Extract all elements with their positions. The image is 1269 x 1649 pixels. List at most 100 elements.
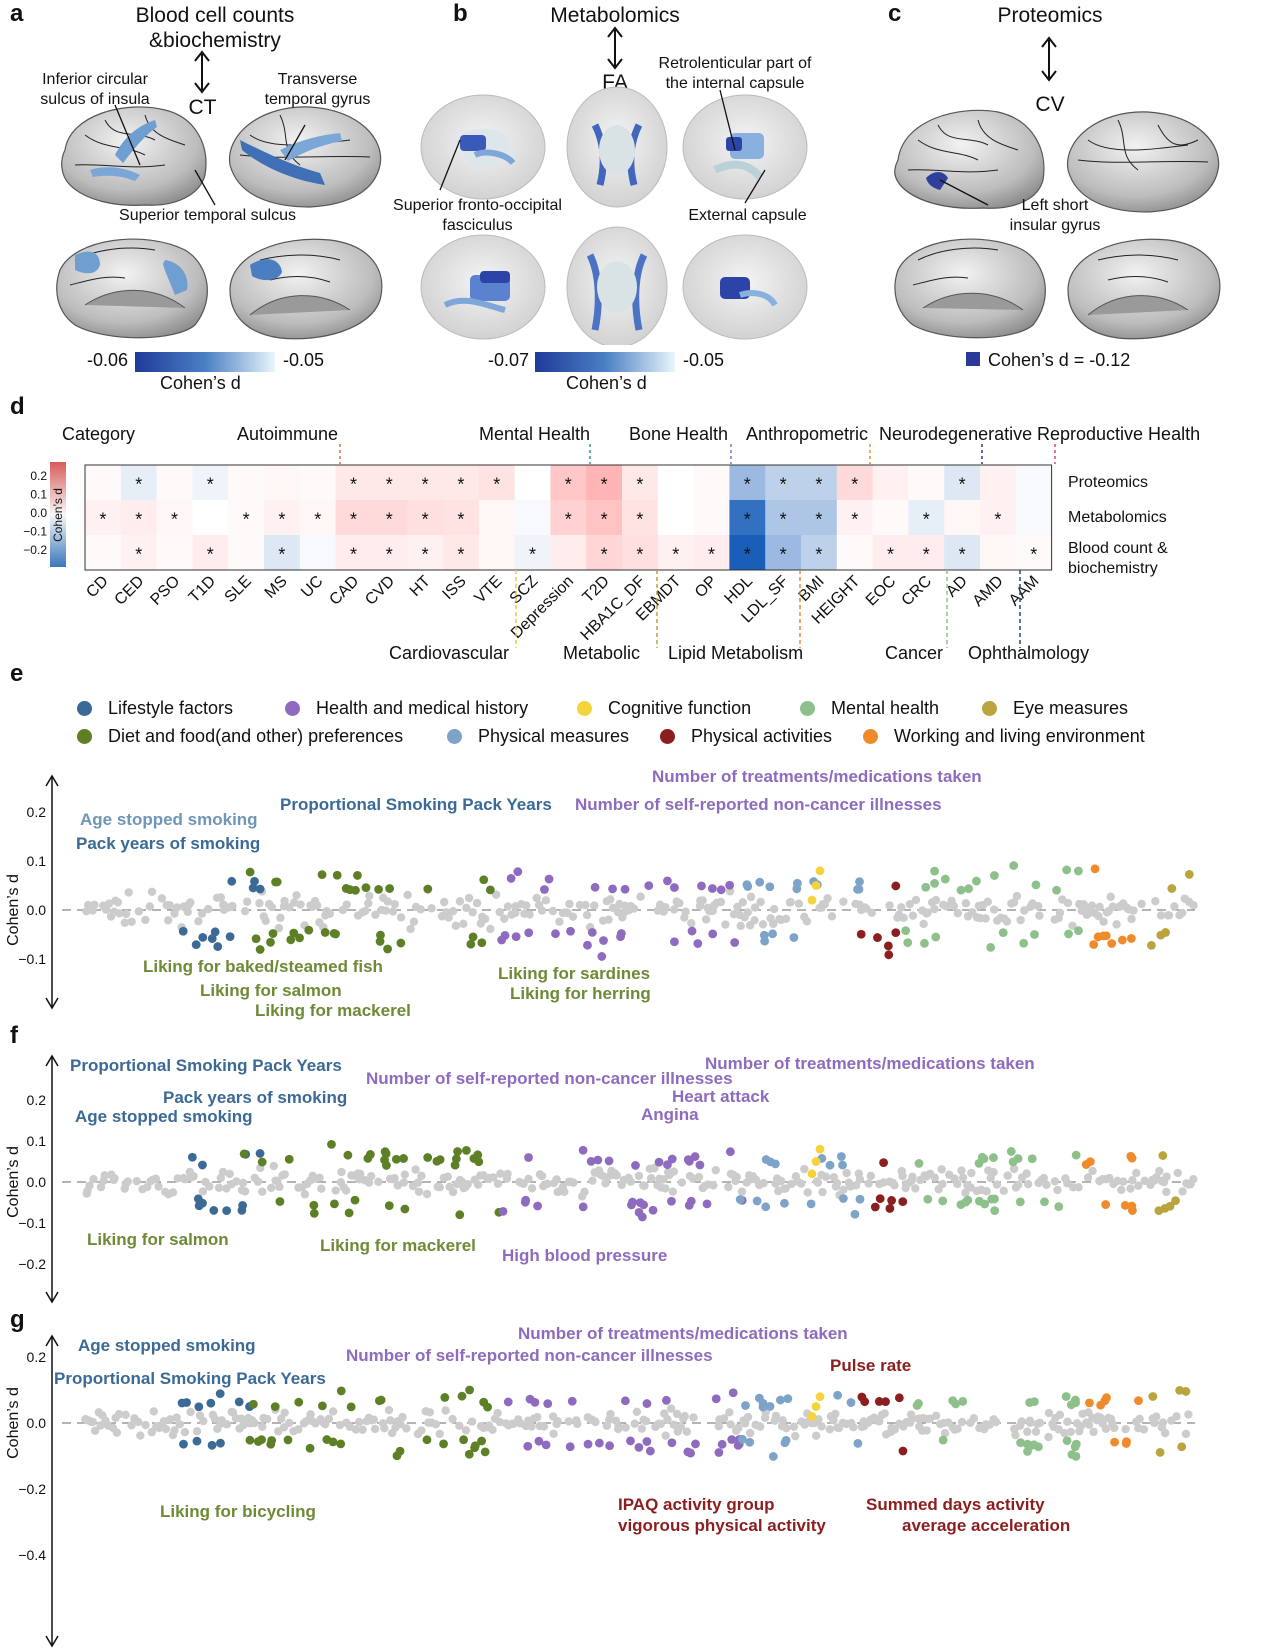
legend-label: Cognitive function <box>608 698 752 718</box>
heatmap-sig-star: * <box>278 510 285 530</box>
scatter-point <box>634 1442 644 1452</box>
scatter-point <box>511 932 521 942</box>
scatter-point <box>423 1153 433 1162</box>
tract-sagittal-bottom-right <box>682 234 808 340</box>
scatter-point <box>537 1171 547 1181</box>
legend-dot-icon <box>577 701 592 716</box>
scatter-point <box>503 1397 513 1407</box>
scatter-point <box>855 1194 865 1204</box>
scatter-point <box>406 924 415 934</box>
heatmap-cell <box>657 500 694 536</box>
scatter-point <box>1071 1150 1081 1160</box>
scatter-point <box>493 1179 503 1188</box>
scatter-point <box>375 937 385 946</box>
heatmap-cell <box>192 535 229 571</box>
scatter-point <box>914 1399 923 1408</box>
panel-letter-f: f <box>10 1022 18 1049</box>
scatter-point <box>440 1393 450 1402</box>
scatter-point <box>386 1416 395 1425</box>
heatmap-cell <box>156 535 193 571</box>
scatter-point <box>964 884 974 894</box>
heatmap-sig-star: * <box>135 545 142 565</box>
scatter-point <box>1095 902 1104 911</box>
scatter-point <box>497 935 507 945</box>
heatmap-col-label: T1D <box>186 573 219 606</box>
scatter-point <box>891 881 901 891</box>
scatter-point <box>178 926 188 936</box>
scatter-point <box>1147 941 1156 950</box>
scatter-point <box>477 938 487 948</box>
scatter-point <box>172 903 182 912</box>
panel-d-heatmap: Autoimmune Mental Health Bone Health Anthro… <box>23 424 1200 663</box>
scatter-point <box>781 1435 791 1445</box>
scatter-point <box>605 1441 615 1451</box>
scatter-point <box>866 1171 876 1181</box>
scatter-point <box>1081 902 1090 911</box>
heatmap-cell <box>478 500 515 536</box>
scatter-point <box>1030 930 1039 939</box>
heatmap-frame <box>84 464 1053 571</box>
scatter-point <box>269 1161 278 1171</box>
scatter-point <box>940 874 950 884</box>
scatter-point <box>141 1420 150 1430</box>
scatter-point <box>341 1186 351 1195</box>
heatmap-sig-star: * <box>457 475 464 495</box>
scatter-point <box>736 921 745 931</box>
scatter-point <box>440 897 449 907</box>
scatter-point <box>267 902 276 912</box>
scatter-point <box>396 913 406 922</box>
scatter-point <box>573 1419 582 1429</box>
scatter-point <box>898 1171 907 1181</box>
scatter-point <box>381 906 391 915</box>
scatter-point <box>448 1414 457 1424</box>
scatter-point <box>621 1423 630 1432</box>
scatter-point <box>388 907 398 916</box>
scatter-point <box>251 934 261 944</box>
scatter-point <box>1062 865 1072 875</box>
scatter-point <box>931 895 941 905</box>
scatter-point <box>1084 1420 1094 1429</box>
scatter-point <box>522 901 531 910</box>
f-label-angina: Angina <box>641 1105 699 1124</box>
heatmap-cell <box>264 500 301 536</box>
scatter-point <box>1040 1197 1049 1207</box>
scatter-point <box>719 1414 729 1423</box>
panel-b-title: Metabolomics <box>550 4 680 27</box>
scatter-point <box>765 1402 775 1411</box>
scatter-point <box>608 884 617 894</box>
scatter-point <box>815 1392 825 1401</box>
legend-dot-icon <box>285 701 300 716</box>
heatmap-cell <box>729 500 766 536</box>
scatter-point <box>275 1182 284 1192</box>
heatmap-cell <box>228 500 265 536</box>
scatter-point <box>384 1405 394 1415</box>
scatter-point <box>930 1173 940 1183</box>
heatmap-sig-star: * <box>744 510 751 530</box>
scatter-point <box>949 901 959 911</box>
heatmap-bottom-category: Metabolic <box>563 643 640 663</box>
scatter-point <box>164 916 173 925</box>
heatmap-cell <box>836 500 873 536</box>
scatter-point <box>218 1167 228 1177</box>
scatter-point <box>451 921 461 931</box>
panel-a-colorbar <box>135 352 275 372</box>
scatter-point <box>1008 1157 1018 1167</box>
scatter-point <box>337 1167 346 1177</box>
scatter-point <box>464 1449 474 1459</box>
heatmap-colorbar-label: Cohen’s d <box>51 488 65 542</box>
scatter-point <box>390 899 400 909</box>
scatter-point <box>669 883 679 892</box>
scatter-point <box>583 1439 593 1449</box>
scatter-point <box>473 1180 483 1189</box>
scatter-point <box>280 1170 289 1179</box>
scatter-point <box>292 891 301 900</box>
scatter-point <box>439 1439 448 1449</box>
scatter-point <box>967 1168 976 1178</box>
scatter-point <box>669 1420 679 1430</box>
scatter-point <box>588 1176 597 1185</box>
scatter-point <box>500 914 509 923</box>
scatter-point <box>1055 1410 1065 1419</box>
scatter-point <box>422 1435 432 1445</box>
scatter-point <box>1137 899 1146 909</box>
scatter-point <box>682 1427 692 1436</box>
